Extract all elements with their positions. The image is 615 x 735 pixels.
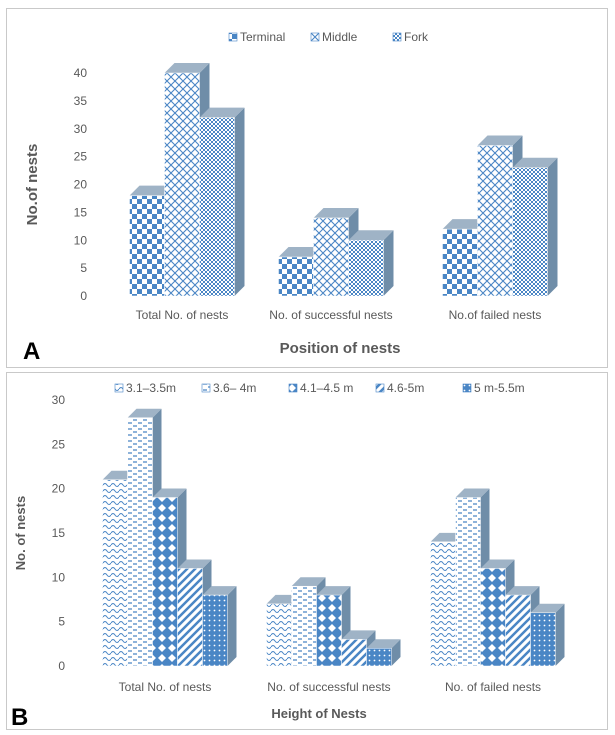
- y-tick-label: 30: [74, 122, 88, 136]
- chart-panel-b: 0 5 10 15 20 25 30 No. of nests 3.1–3.5m 3.6– 4m 4…: [6, 372, 608, 731]
- y-tick-label: 5: [80, 261, 87, 275]
- chart-panel-a: 0 5 10 15 20 25 30 35 40 No.of nests Terminal Middl…: [6, 8, 608, 368]
- legend-label-4-6-5m: 4.6-5m: [387, 381, 424, 395]
- x-category-label: No. of successful nests: [269, 308, 392, 322]
- y-tick-label: 20: [74, 178, 88, 192]
- bar-5-m-5-5m-no-of-failed-nests: [530, 603, 565, 667]
- legend-swatch-4-1-4-5-m: [288, 383, 298, 393]
- legend-label-3-1-3-5m: 3.1–3.5m: [126, 381, 176, 395]
- x-category-label: No.of failed nests: [449, 308, 542, 322]
- y-axis-title: No.of nests: [24, 144, 41, 226]
- legend-label-3-6-4m: 3.6– 4m: [213, 381, 256, 395]
- legend-swatch-4-6-5m: [375, 383, 385, 393]
- legend-swatch-terminal: [228, 32, 238, 42]
- bar-fork-total-no-of-nests: [199, 107, 245, 297]
- y-tick-label: 5: [58, 615, 65, 629]
- bar-fork-no-of-successful-nests: [348, 230, 394, 297]
- y-tick-label: 15: [52, 526, 66, 540]
- x-category-label: Total No. of nests: [119, 680, 212, 694]
- panel-letter: A: [23, 338, 40, 365]
- y-tick-label: 40: [74, 66, 88, 80]
- x-category-label: Total No. of nests: [136, 308, 229, 322]
- legend-swatch-fork: [392, 32, 402, 42]
- legend-label-5-m-5-5m: 5 m-5.5m: [474, 381, 525, 395]
- y-tick-label: 10: [52, 570, 66, 584]
- legend-label-terminal: Terminal: [240, 30, 285, 44]
- legend-label-middle: Middle: [322, 30, 358, 44]
- legend-swatch-middle: [310, 32, 320, 42]
- legend-label-4-1-4-5-m: 4.1–4.5 m: [300, 381, 353, 395]
- x-category-label: No. of successful nests: [267, 680, 390, 694]
- y-tick-label: 30: [52, 393, 66, 407]
- y-tick-label: 0: [80, 289, 87, 303]
- legend-swatch-5-m-5-5m: [462, 383, 472, 393]
- x-category-label: No. of failed nests: [445, 680, 541, 694]
- x-axis-title: Height of Nests: [271, 706, 366, 721]
- y-tick-label: 25: [52, 437, 66, 451]
- y-tick-label: 20: [52, 482, 66, 496]
- y-tick-label: 10: [74, 233, 88, 247]
- legend-label-fork: Fork: [404, 30, 429, 44]
- legend-swatch-3-6-4m: [201, 383, 211, 393]
- x-axis-title: Position of nests: [280, 340, 401, 357]
- bar-4-6-5m-total-no-of-nests: [177, 559, 212, 667]
- bar-4-1-4-5-m-total-no-of-nests: [152, 488, 187, 667]
- bar-5-m-5-5m-total-no-of-nests: [202, 586, 237, 667]
- y-tick-label: 0: [58, 659, 65, 673]
- bar-5-m-5-5m-no-of-successful-nests: [366, 639, 401, 667]
- y-tick-label: 25: [74, 150, 88, 164]
- chart-a-svg: 0 5 10 15 20 25 30 35 40 No.of nests Terminal Middl…: [23, 30, 558, 365]
- y-axis-title: No. of nests: [13, 496, 28, 570]
- bar-fork-no-of-failed-nests: [512, 157, 558, 297]
- chart-b-svg: 0 5 10 15 20 25 30 No. of nests 3.1–3.5m 3.6– 4m 4…: [11, 381, 565, 731]
- legend-swatch-3-1-3-5m: [114, 383, 124, 393]
- y-tick-label: 15: [74, 205, 88, 219]
- y-tick-label: 35: [74, 94, 88, 108]
- panel-letter: B: [11, 704, 28, 731]
